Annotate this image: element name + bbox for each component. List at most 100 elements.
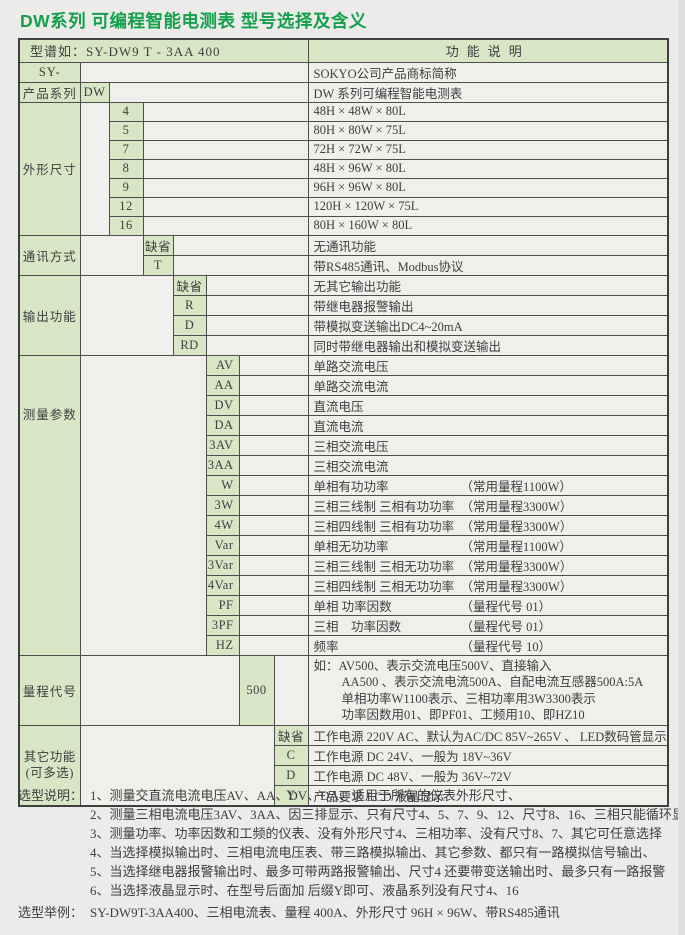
measure-desc-cell: 三相交流电压 — [307, 434, 669, 456]
measure-desc-cell: 单路交流电压 — [307, 354, 669, 376]
brand-desc-cell: SOKYO公司产品商标简称 — [307, 61, 669, 83]
filler-cell — [172, 254, 309, 276]
note-item: 1、测量交直流电流电压AV、AA、DV、DA、适用于所有的仪表外形尺寸、 — [90, 788, 521, 803]
note-item: 5、当选择继电器报警输出时、最多可带两路报警输出、尺寸4 还要带变送输出时、最多… — [90, 864, 666, 879]
size-code-cell: 8 — [108, 158, 144, 179]
filler-cell — [142, 196, 309, 217]
series-row: 产品系列 DW DW 系列可编程智能电测表 — [18, 81, 669, 103]
comm-row: T 带RS485通讯、Modbus协议 — [19, 254, 669, 276]
notes-label-spacer — [18, 862, 90, 881]
example-text: SY-DW9T-3AA400、三相电流表、量程 400A、外形尺寸 96H × … — [90, 905, 560, 920]
note-item: 4、当选择模拟输出时、三相电流电压表、带三路模拟输出、其它参数、都只有一路模拟信… — [90, 845, 656, 860]
filler-cell — [238, 414, 309, 436]
filler-cell — [238, 634, 309, 656]
measure-row: HZ 频率 （量程代号 10） — [19, 634, 669, 656]
filler-cell — [205, 294, 309, 316]
size-row: 16 80H × 160W × 80L — [19, 215, 669, 236]
header-row: 型谱如：SY-DW9 T - 3AA 400 功能说明 — [18, 38, 669, 63]
other-code-cell: Y — [273, 784, 309, 806]
output-desc-cell: 带模拟变送输出DC4~20mA — [307, 314, 669, 336]
output-code-cell: R — [172, 294, 207, 316]
measure-desc-text: 直流电压 — [313, 399, 364, 414]
filler-cell — [79, 274, 174, 356]
measure-desc-text: 单相 功率因数 — [313, 599, 392, 614]
note-item: 3、测量功率、功率因数和工频的仪表、没有外形尺寸4、三相功率、没有尺寸8、7、其… — [90, 826, 663, 841]
filler-cell — [142, 139, 309, 160]
measure-code-cell: PF — [205, 594, 240, 616]
other-section-label-line1: 其它功能 — [23, 750, 76, 764]
output-desc-cell: 同时带继电器输出和模拟变送输出 — [307, 334, 669, 356]
filler-cell — [238, 354, 309, 376]
measure-desc-text: 单相有功功率 — [313, 479, 389, 494]
size-row: 外形尺寸 4 48H × 48W × 80L — [18, 101, 669, 236]
example-label: 选型举例： — [18, 905, 84, 920]
measure-row: 3PF 三相 功率因数 （量程代号 01） — [19, 614, 669, 636]
measure-row: DV 直流电压 — [19, 394, 669, 416]
filler-cell — [238, 394, 309, 416]
output-code-cell: RD — [172, 334, 207, 356]
measure-range-note: （常用量程1100W） — [460, 479, 572, 494]
other-code-cell: C — [273, 744, 309, 766]
range-desc-line: 单相功率W1100表示、三相功率用3W3300表示 — [341, 691, 596, 706]
notes-label: 选型说明： — [18, 788, 84, 803]
filler-cell — [238, 534, 309, 556]
model-selection-table: 型谱如：SY-DW9 T - 3AA 400 功能说明 SY- SOKYO公司产… — [18, 38, 670, 807]
range-desc-cell: 如：AV500、表示交流电压500V、直接输入 AA500 、表示交流电流500… — [307, 654, 669, 726]
range-desc-line: AA500 、表示交流电流500A、自配电流互感器500A:5A — [341, 675, 644, 689]
output-code-cell: D — [172, 314, 207, 336]
filler-cell — [205, 314, 309, 336]
measure-code-cell: HZ — [205, 634, 240, 656]
measure-desc-cell: 三相三线制 三相无功功率 （常用量程3300W） — [307, 554, 669, 576]
measure-range-note: （量程代号 10） — [460, 639, 552, 654]
measure-desc-text: 三相 功率因数 — [313, 619, 402, 634]
measure-code-cell: 3AV — [205, 434, 240, 456]
measure-desc-cell: 三相交流电流 — [307, 454, 669, 476]
output-row: D 带模拟变送输出DC4~20mA — [19, 314, 669, 336]
comm-section-label: 通讯方式 — [18, 234, 81, 276]
measure-code-cell: 3AA — [205, 454, 240, 476]
measure-range-note: （常用量程3300W） — [460, 499, 573, 514]
filler-cell — [142, 177, 309, 198]
other-row: 其它功能 (可多选) 缺省 工作电源 220V AC、默认为AC/DC 85V~… — [18, 724, 669, 806]
measure-row: PF 单相 功率因数 （量程代号 01） — [19, 594, 669, 616]
other-row: C 工作电源 DC 24V、一般为 18V~36V — [19, 744, 669, 766]
measure-desc-text: 单路交流电流 — [313, 379, 389, 394]
size-desc-cell: 80H × 160W × 80L — [307, 215, 669, 236]
measure-desc-cell: 单相无功功率 （常用量程1100W） — [307, 534, 669, 556]
filler-cell — [108, 81, 309, 103]
size-row: 9 96H × 96W × 80L — [19, 177, 669, 198]
brand-row: SY- SOKYO公司产品商标简称 — [18, 61, 669, 83]
range-section-label: 量程代号 — [18, 654, 81, 726]
measure-desc-text: 三相四线制 三相无功功率 — [313, 579, 455, 594]
measure-desc-text: 三相三线制 三相有功功率 — [313, 499, 455, 514]
note-line: 2、测量三相电流电压3AV、3AA、因三排显示、只有尺寸4、5、7、9、12、尺… — [18, 805, 685, 824]
measure-code-cell: DV — [205, 394, 240, 416]
measure-row: 测量参数 AV 单路交流电压 — [18, 354, 669, 656]
measure-code-cell: 3PF — [205, 614, 240, 636]
other-code-cell: D — [273, 764, 309, 786]
size-section-label: 外形尺寸 — [18, 101, 81, 236]
comm-desc-cell: 无通讯功能 — [307, 234, 669, 256]
filler-cell — [238, 374, 309, 396]
note-line: 5、当选择继电器报警输出时、最多可带两路报警输出、尺寸4 还要带变送输出时、最多… — [18, 862, 682, 881]
other-code-cell: 缺省 — [273, 724, 309, 746]
size-desc-cell: 48H × 96W × 80L — [307, 158, 669, 179]
measure-row: 4Var 三相四线制 三相无功功率 （常用量程3300W） — [19, 574, 669, 596]
function-header-cell: 功能说明 — [307, 38, 669, 63]
size-code-cell: 4 — [108, 101, 144, 122]
measure-desc-text: 直流电流 — [313, 419, 364, 434]
filler-cell — [238, 614, 309, 636]
notes-label-spacer — [18, 805, 90, 824]
filler-cell — [205, 334, 309, 356]
measure-row: 3Var 三相三线制 三相无功功率 （常用量程3300W） — [19, 554, 669, 576]
spec-header-cell: 型谱如：SY-DW9 T - 3AA 400 — [18, 38, 309, 63]
measure-desc-text: 三相三线制 三相无功功率 — [313, 559, 455, 574]
measure-desc-text: 三相四线制 三相有功功率 — [313, 519, 455, 534]
measure-desc-cell: 单相有功功率 （常用量程1100W） — [307, 474, 669, 496]
measure-row: Var 单相无功功率 （常用量程1100W） — [19, 534, 669, 556]
filler-cell — [238, 494, 309, 516]
measure-code-cell: DA — [205, 414, 240, 436]
output-code-cell: 缺省 — [172, 274, 207, 296]
measure-row: 3AA 三相交流电流 — [19, 454, 669, 476]
notes-label-spacer — [18, 824, 90, 843]
